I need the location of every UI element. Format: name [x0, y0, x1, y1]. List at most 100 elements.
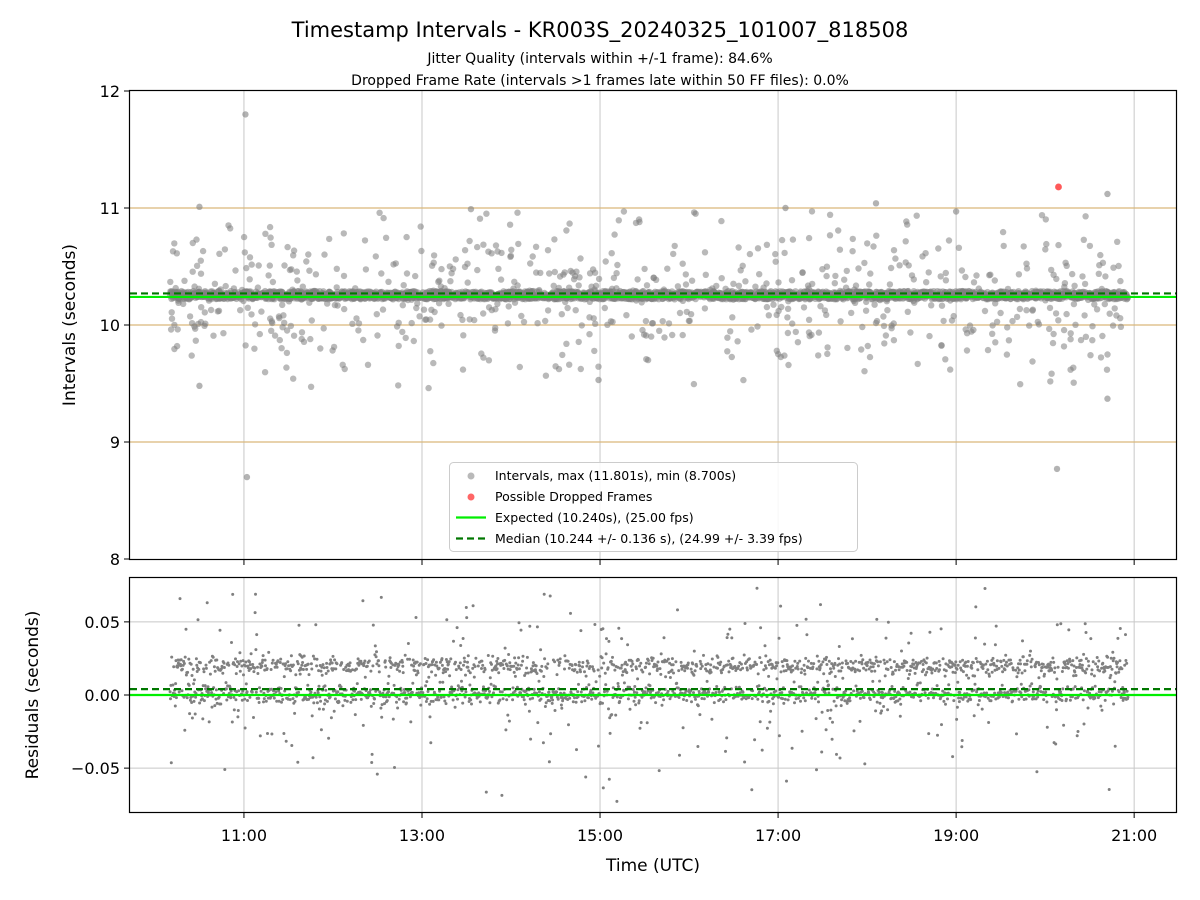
residual-point: [682, 698, 685, 701]
interval-point: [480, 310, 487, 317]
interval-point: [902, 238, 909, 245]
interval-point: [307, 383, 315, 390]
interval-point: [340, 272, 348, 280]
interval-point: [792, 328, 799, 336]
residual-point: [537, 679, 541, 683]
residual-point: [584, 674, 588, 678]
residual-point: [307, 673, 311, 677]
residual-point: [710, 717, 714, 721]
residual-point: [790, 746, 794, 750]
interval-point: [1071, 282, 1078, 289]
interval-point: [382, 234, 390, 241]
residual-point: [456, 697, 459, 701]
residual-point: [648, 684, 652, 688]
residual-point: [169, 697, 172, 701]
interval-point: [718, 217, 725, 225]
residual-point: [622, 681, 626, 685]
residual-point: [600, 666, 604, 670]
residual-point: [816, 680, 820, 684]
residual-point: [608, 731, 612, 735]
residual-point: [519, 663, 523, 667]
interval-point: [276, 336, 283, 344]
residual-point: [676, 608, 679, 612]
interval-point: [576, 274, 583, 281]
residual-point: [297, 690, 301, 694]
interval-point: [181, 277, 188, 284]
residual-point: [810, 696, 814, 700]
interval-point: [784, 314, 791, 321]
interval-point: [1098, 285, 1106, 293]
residual-point: [719, 660, 723, 664]
interval-point: [485, 248, 492, 255]
interval-point: [353, 315, 360, 322]
interval-point: [763, 303, 771, 311]
interval-point: [601, 304, 608, 312]
interval-point: [902, 259, 909, 266]
residual-point: [230, 720, 234, 724]
interval-point: [752, 283, 759, 290]
interval-point: [241, 249, 248, 256]
residual-point: [369, 669, 373, 673]
interval-point: [402, 334, 409, 342]
interval-point: [730, 280, 737, 287]
residual-point: [696, 704, 700, 708]
residual-point: [319, 728, 323, 732]
residual-point: [614, 713, 618, 717]
residual-point: [452, 639, 455, 643]
interval-point: [896, 262, 903, 269]
interval-point: [193, 262, 201, 269]
residual-point: [324, 688, 328, 692]
interval-point: [873, 232, 880, 239]
residual-point: [692, 649, 696, 653]
interval-point: [914, 360, 921, 368]
residual-point: [539, 697, 543, 701]
interval-point: [374, 332, 381, 339]
interval-point: [494, 248, 501, 255]
residual-point: [172, 665, 176, 669]
interval-point: [1038, 212, 1046, 219]
interval-point: [1061, 283, 1068, 291]
interval-point: [1080, 236, 1088, 243]
residual-point: [253, 666, 257, 670]
interval-point: [428, 306, 435, 313]
interval-point: [563, 227, 570, 234]
residual-point: [341, 704, 345, 708]
interval-point: [1015, 271, 1023, 278]
residual-point: [692, 673, 696, 677]
residual-point: [184, 627, 188, 631]
residual-point: [813, 697, 817, 701]
residual-point: [286, 660, 290, 664]
interval-point: [461, 263, 469, 271]
interval-point: [198, 304, 205, 311]
residual-point: [404, 701, 408, 705]
residual-point: [468, 671, 472, 675]
residual-point: [512, 664, 516, 668]
residual-point: [204, 687, 208, 691]
interval-point: [892, 255, 899, 262]
residual-point: [753, 738, 757, 742]
residual-point: [625, 671, 629, 675]
residual-point: [297, 623, 301, 627]
residual-point: [756, 697, 760, 701]
residual-point: [626, 643, 630, 647]
residual-point: [210, 691, 214, 695]
residual-point: [756, 672, 760, 676]
interval-point: [1046, 325, 1053, 333]
residual-point: [319, 669, 323, 673]
residual-point: [620, 637, 624, 641]
residual-point: [792, 680, 796, 684]
residual-point: [715, 685, 719, 688]
residual-point: [265, 667, 269, 671]
residual-point: [670, 657, 674, 661]
residual-point: [186, 670, 190, 674]
residual-point: [537, 690, 541, 694]
residual-point: [339, 685, 343, 689]
interval-point: [937, 273, 944, 280]
interval-point: [683, 308, 690, 316]
interval-point: [864, 342, 871, 350]
residual-point: [707, 690, 711, 694]
interval-point: [542, 317, 549, 325]
interval-point: [784, 329, 792, 337]
interval-point: [613, 270, 620, 277]
residual-point: [712, 701, 716, 705]
